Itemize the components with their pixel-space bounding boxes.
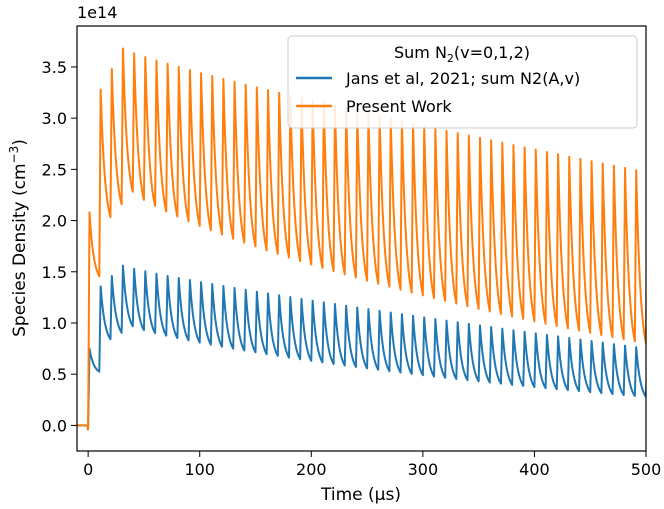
legend-label-jans: Jans et al, 2021; sum N2(A,v)	[345, 69, 580, 88]
offset-text: 1e14	[77, 3, 117, 22]
plot-frame	[76, 25, 647, 452]
y-tick-label: 1.0	[42, 314, 67, 333]
y-tick-label: 1.5	[42, 263, 67, 282]
y-tick-label: 2.5	[42, 160, 67, 179]
series-line-present	[77, 47, 646, 431]
legend-title: Sum N2(v=0,1,2)	[394, 43, 530, 65]
x-tick-label: 500	[631, 460, 662, 479]
legend-box	[287, 35, 638, 129]
y-tick-label: 3.5	[42, 58, 67, 77]
series-line-jans	[77, 264, 646, 431]
x-tick-label: 200	[296, 460, 327, 479]
x-axis-label: Time (μs)	[320, 485, 401, 505]
x-tick-label: 300	[408, 460, 439, 479]
y-tick-label: 0.0	[42, 416, 67, 435]
x-axis: 0 100 200 300 400 500	[83, 451, 661, 479]
legend-label-present: Present Work	[346, 97, 452, 116]
x-tick-label: 100	[184, 460, 215, 479]
y-tick-label: 3.0	[42, 109, 67, 128]
y-axis-label: Species Density (cm−3)	[7, 139, 30, 337]
x-tick-label: 0	[83, 460, 93, 479]
y-tick-label: 2.0	[42, 212, 67, 231]
y-tick-label: 0.5	[42, 365, 67, 384]
x-tick-label: 400	[519, 460, 550, 479]
legend: Sum N2(v=0,1,2) Jans et al, 2021; sum N2…	[287, 35, 638, 129]
y-axis: 0.0 0.5 1.0 1.5 2.0 2.5 3.0 3.5	[42, 58, 77, 435]
